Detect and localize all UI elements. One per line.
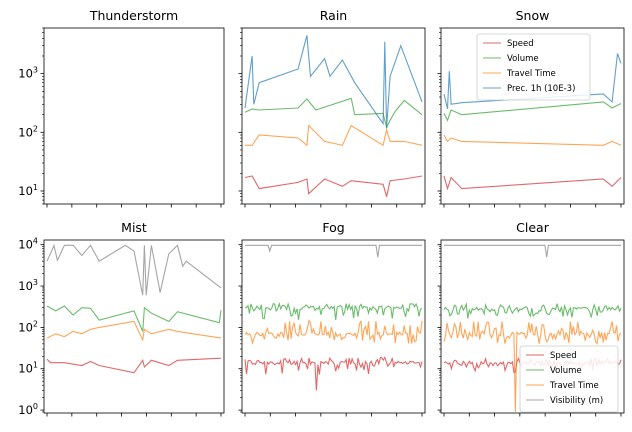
panel-title: Snow — [516, 8, 550, 23]
panel-thunderstorm: Thunderstorm 101 102 103 — [18, 8, 225, 208]
series-line-speed — [46, 357, 222, 374]
series-line-volume — [46, 305, 222, 332]
legend: Speed Volume Travel Time Prec. 1h (10E-3) — [476, 33, 591, 101]
series-line-visibility-m — [46, 243, 222, 296]
legend-label: Volume — [550, 366, 582, 376]
y-tick-label: 102 — [18, 124, 38, 139]
y-tick-label: 101 — [18, 183, 38, 198]
legend-label: Speed — [507, 39, 534, 49]
panel-title: Thunderstorm — [89, 8, 178, 23]
panel-title: Clear — [516, 220, 550, 235]
axes-frame — [241, 239, 426, 414]
series-line-visibility-m — [444, 244, 621, 258]
axes-frame — [241, 27, 426, 205]
axes-frame — [43, 27, 225, 205]
legend-label: Prec. 1h (10E-3) — [507, 84, 575, 94]
legend-label: Visibility (m) — [550, 396, 603, 406]
y-tick-label: 104 — [18, 237, 38, 252]
legend-label: Travel Time — [506, 69, 556, 79]
panel-clear: Clear Speed Volume Travel Time Visibility (m… — [437, 220, 625, 417]
series-line-visibility-m — [245, 244, 422, 258]
panel-mist: Mist 100 101 102 103 104 — [18, 220, 225, 417]
panel-snow: Snow Speed Volume Travel Time Prec. 1h (10E-… — [437, 8, 625, 208]
y-tick-label: 103 — [18, 66, 38, 81]
series-line-volume — [244, 97, 423, 130]
series-line-travel-time — [443, 321, 622, 413]
series-line-travel-time — [443, 134, 622, 146]
y-tick-label: 101 — [18, 361, 38, 376]
series-line-prec-1h-10e-3 — [443, 53, 622, 110]
series-line-volume — [244, 301, 423, 320]
panel-fog: Fog — [238, 220, 426, 417]
legend-label: Volume — [507, 54, 539, 64]
y-tick-label: 100 — [18, 402, 38, 417]
axes-frame — [43, 239, 225, 414]
series-line-speed — [244, 175, 423, 197]
legend-box — [519, 345, 619, 413]
series-line-speed — [244, 356, 423, 391]
series-line-speed — [443, 175, 622, 191]
y-tick-label: 103 — [18, 278, 38, 293]
series-line-travel-time — [46, 320, 222, 342]
axes-frame — [440, 239, 625, 414]
series-line-travel-time — [244, 319, 423, 346]
series-line-volume — [443, 101, 622, 122]
panel-title: Mist — [121, 220, 147, 235]
legend-label: Speed — [550, 351, 577, 361]
legend: Speed Volume Travel Time Visibility (m) — [519, 345, 619, 413]
series-line-travel-time — [245, 124, 423, 147]
legend-box — [476, 33, 591, 101]
panel-title: Fog — [322, 220, 344, 235]
axes-frame — [440, 27, 625, 205]
legend-label: Travel Time — [549, 381, 599, 391]
series-line-prec-1h-10e-3 — [244, 35, 423, 128]
panel-title: Rain — [320, 8, 347, 23]
series-line-volume — [443, 302, 622, 319]
panel-rain: Rain — [238, 8, 426, 208]
y-tick-label: 102 — [18, 319, 38, 334]
